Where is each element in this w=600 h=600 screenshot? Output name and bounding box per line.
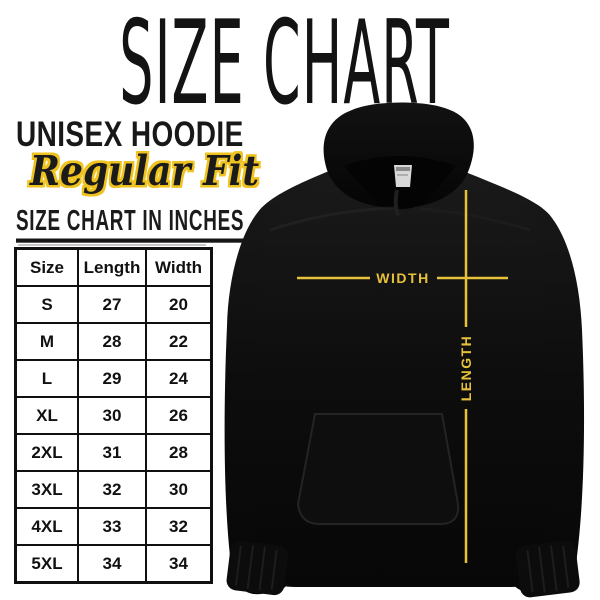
table-row: 5XL 34 34 bbox=[14, 544, 213, 584]
heading-underline-shadow bbox=[18, 244, 206, 246]
cell-length: 31 bbox=[77, 433, 147, 472]
table-row: M 28 22 bbox=[14, 322, 213, 361]
hoodie-pocket bbox=[296, 413, 460, 525]
cell-size: M bbox=[14, 322, 79, 361]
cell-width: 30 bbox=[145, 470, 213, 509]
cell-width: 22 bbox=[145, 322, 213, 361]
hood-drawcord bbox=[393, 189, 400, 217]
cell-size: S bbox=[14, 285, 79, 324]
fold-highlight bbox=[269, 206, 396, 232]
cell-width: 32 bbox=[145, 507, 213, 546]
cell-size: 5XL bbox=[14, 544, 79, 584]
length-label: LENGTH bbox=[458, 335, 474, 402]
cell-size: L bbox=[14, 359, 79, 398]
column-header-width: Width bbox=[145, 247, 213, 287]
cell-length: 28 bbox=[77, 322, 147, 361]
cell-size: 2XL bbox=[14, 433, 79, 472]
fit-label: Regular Fit bbox=[30, 147, 260, 195]
cell-size: 3XL bbox=[14, 470, 79, 509]
neck-tag-text-line bbox=[397, 174, 408, 176]
cell-length: 27 bbox=[77, 285, 147, 324]
cell-size: XL bbox=[14, 396, 79, 435]
fold-highlight bbox=[419, 207, 531, 232]
cell-length: 34 bbox=[77, 544, 147, 584]
size-table: Size Length Width S 27 20 M 28 22 L 29 2… bbox=[14, 247, 213, 584]
size-table-header-row: Size Length Width bbox=[14, 247, 213, 287]
cell-width: 28 bbox=[145, 433, 213, 472]
table-row: 3XL 32 30 bbox=[14, 470, 213, 509]
neck-tag-band bbox=[396, 167, 410, 171]
cell-length: 33 bbox=[77, 507, 147, 546]
table-row: S 27 20 bbox=[14, 285, 213, 324]
column-header-length: Length bbox=[77, 247, 147, 287]
page-title: SIZE CHART bbox=[119, 0, 450, 132]
cell-width: 26 bbox=[145, 396, 213, 435]
cell-length: 30 bbox=[77, 396, 147, 435]
cell-length: 32 bbox=[77, 470, 147, 509]
width-label: WIDTH bbox=[376, 270, 429, 286]
cell-length: 29 bbox=[77, 359, 147, 398]
product-name: UNISEX HOODIE bbox=[16, 115, 244, 154]
cell-width: 24 bbox=[145, 359, 213, 398]
column-header-size: Size bbox=[14, 247, 79, 287]
left-cuff bbox=[226, 540, 288, 596]
table-row: L 29 24 bbox=[14, 359, 213, 398]
table-row: 2XL 31 28 bbox=[14, 433, 213, 472]
table-heading: SIZE CHART IN INCHES bbox=[16, 206, 245, 243]
cell-width: 34 bbox=[145, 544, 213, 584]
cell-width: 20 bbox=[145, 285, 213, 324]
cell-size: 4XL bbox=[14, 507, 79, 546]
right-cuff bbox=[516, 540, 580, 598]
table-row: 4XL 33 32 bbox=[14, 507, 213, 546]
table-row: XL 30 26 bbox=[14, 396, 213, 435]
